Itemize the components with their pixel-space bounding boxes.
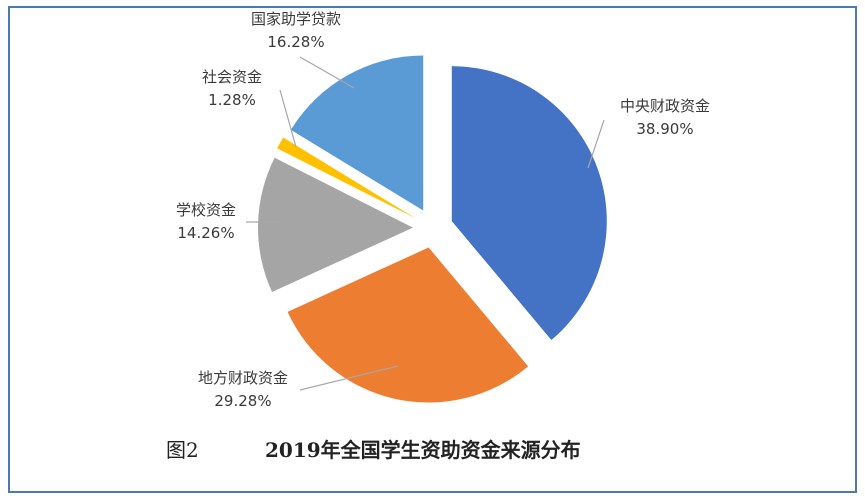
- slice-labels: 中央财政资金 38.90% 地方财政资金 29.28% 学校资金 14.26% 社会资金 1.…: [176, 10, 710, 410]
- pie-slices: [258, 55, 607, 403]
- leader-lines: [246, 56, 605, 391]
- slice-category-label: 国家助学贷款: [251, 10, 341, 28]
- leader-line: [587, 119, 605, 169]
- slice-value-label: 29.28%: [214, 392, 271, 410]
- leader-line: [279, 89, 297, 148]
- slice-category-label: 中央财政资金: [620, 97, 710, 115]
- pie-slice: [290, 55, 424, 211]
- slice-category-label: 学校资金: [176, 201, 236, 219]
- slice-value-label: 16.28%: [267, 33, 324, 51]
- pie-slice: [451, 66, 607, 340]
- slice-value-label: 14.26%: [177, 224, 234, 242]
- chart-frame: [8, 6, 857, 493]
- leader-line: [299, 56, 355, 89]
- leader-line: [299, 365, 399, 391]
- slice-value-label: 1.28%: [208, 91, 256, 109]
- figure-number: 图2: [166, 438, 199, 462]
- pie-slice: [258, 157, 414, 293]
- slice-category-label: 社会资金: [202, 68, 262, 86]
- slice-value-label: 38.90%: [636, 120, 693, 138]
- slice-category-label: 地方财政资金: [198, 369, 288, 387]
- pie-slice: [277, 137, 416, 219]
- figure-title: 2019年全国学生资助资金来源分布: [265, 438, 581, 462]
- pie-slice: [287, 247, 529, 403]
